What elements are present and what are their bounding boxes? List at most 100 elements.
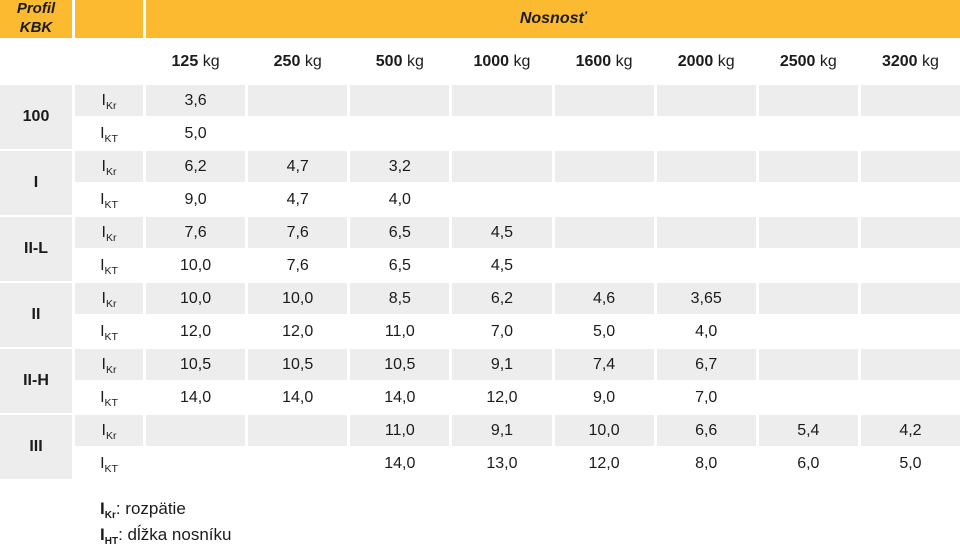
span-value-cell: 4,6 [554, 283, 654, 314]
span-value-cell: 3,65 [656, 283, 756, 314]
row-label-symbol: I [100, 322, 105, 340]
span-row-label: IKr [75, 217, 143, 248]
span-value-cell [554, 85, 654, 116]
beam-length-value-cell: 4,0 [350, 184, 450, 215]
row-label-symbol: I [100, 190, 105, 208]
capacity-value-label: 125 [171, 52, 199, 70]
span-value-cell [656, 85, 756, 116]
span-value-cell: 7,6 [146, 217, 246, 248]
legend-kr-line: IKr: rozpätie [100, 496, 960, 522]
row-label-subscript: Kr [105, 99, 117, 112]
span-row-label: IKr [75, 151, 143, 182]
beam-length-row-label: IKT [75, 118, 143, 149]
beam-length-value-cell [350, 118, 450, 149]
beam-length-value-cell [758, 184, 858, 215]
beam-length-value-cell [248, 448, 348, 479]
capacity-column-header: 250 kg [248, 40, 348, 83]
span-value-cell: 8,5 [350, 283, 450, 314]
span-value-cell: 4,2 [860, 415, 960, 446]
profile-row-kt: IKT 12,0 12,0 11,0 7,0 5,0 4,0 [0, 316, 960, 347]
beam-length-value-cell [860, 316, 960, 347]
beam-length-value-cell: 6,5 [350, 250, 450, 281]
row-label-subscript: Kr [105, 231, 117, 244]
table-body: 100 IKr 3,6 IKT 5,0 I IKr 6,2 4,7 3,2 IKT 9,0 4,7 4,0… [0, 85, 960, 479]
span-value-cell [656, 217, 756, 248]
beam-length-value-cell: 6,0 [758, 448, 858, 479]
beam-length-value-cell: 9,0 [554, 382, 654, 413]
beam-length-value-cell: 8,0 [656, 448, 756, 479]
beam-length-value-cell [452, 184, 552, 215]
beam-length-value-cell: 4,7 [248, 184, 348, 215]
profile-cell: II-L [0, 217, 72, 281]
row-label-symbol: I [100, 124, 105, 142]
span-value-cell: 10,5 [350, 349, 450, 380]
beam-length-value-cell: 5,0 [860, 448, 960, 479]
span-value-cell [146, 415, 246, 446]
row-label-header-spacer [75, 0, 143, 38]
row-label-subscript: Kr [105, 363, 117, 376]
beam-length-value-cell: 4,0 [656, 316, 756, 347]
beam-length-value-cell: 5,0 [146, 118, 246, 149]
span-value-cell: 7,4 [554, 349, 654, 380]
row-label-symbol: I [100, 454, 105, 472]
span-value-cell: 10,0 [248, 283, 348, 314]
span-value-cell: 10,5 [146, 349, 246, 380]
span-value-cell: 4,7 [248, 151, 348, 182]
span-value-cell [758, 217, 858, 248]
beam-length-value-cell: 7,0 [452, 316, 552, 347]
capacity-column-header: 2000 kg [656, 40, 756, 83]
profile-row-kt: IKT 14,0 13,0 12,0 8,0 6,0 5,0 [0, 448, 960, 479]
beam-length-value-cell: 12,0 [248, 316, 348, 347]
span-value-cell [758, 151, 858, 182]
span-value-cell: 3,2 [350, 151, 450, 182]
beam-length-value-cell: 11,0 [350, 316, 450, 347]
beam-length-value-cell [758, 118, 858, 149]
profile-cell: 100 [0, 85, 72, 149]
beam-length-row-label: IKT [75, 316, 143, 347]
capacity-unit-label: kg [717, 52, 735, 70]
span-value-cell [758, 283, 858, 314]
profile-cell: II-H [0, 349, 72, 413]
span-value-cell [554, 217, 654, 248]
beam-length-value-cell: 7,0 [656, 382, 756, 413]
span-value-cell: 9,1 [452, 415, 552, 446]
capacity-value-label: 2000 [677, 52, 714, 70]
row-label-subscript: KT [104, 198, 118, 211]
capacity-column-header: 1600 kg [554, 40, 654, 83]
span-value-cell [554, 151, 654, 182]
span-value-cell [758, 85, 858, 116]
profile-cell: III [0, 415, 72, 479]
span-value-cell: 6,5 [350, 217, 450, 248]
legend-ht-symbol: I [100, 525, 105, 544]
span-value-cell: 10,0 [146, 283, 246, 314]
beam-length-row-label: IKT [75, 382, 143, 413]
capacity-unit-label: kg [202, 52, 220, 70]
capacity-unit-label: kg [922, 52, 939, 70]
span-value-cell: 10,5 [248, 349, 348, 380]
profile-header-line1: Profil [16, 0, 56, 18]
beam-length-value-cell [860, 250, 960, 281]
empty-cell [0, 40, 72, 83]
load-capacity-table: Profil KBK Nosnosť 125 kg 250 kg 500 kg 100… [0, 0, 960, 479]
row-label-subscript: KT [104, 330, 118, 343]
beam-length-value-cell [758, 382, 858, 413]
load-capacity-table-container: Profil KBK Nosnosť 125 kg 250 kg 500 kg 100… [0, 0, 960, 479]
capacity-unit-label: kg [615, 52, 633, 70]
legend-ht-text: : dĺžka nosníku [118, 525, 232, 544]
beam-length-value-cell: 14,0 [146, 382, 246, 413]
span-row-label: IKr [75, 349, 143, 380]
row-label-subscript: KT [104, 396, 118, 409]
beam-length-value-cell [656, 118, 756, 149]
row-label-symbol: I [100, 256, 105, 274]
span-value-cell [452, 85, 552, 116]
beam-length-value-cell: 12,0 [554, 448, 654, 479]
beam-length-value-cell [656, 250, 756, 281]
profile-row-kr: I IKr 6,2 4,7 3,2 [0, 151, 960, 215]
beam-length-row-label: IKT [75, 448, 143, 479]
legend-kr-symbol: I [100, 499, 105, 518]
beam-length-value-cell [860, 118, 960, 149]
capacity-column-header: 3200 kg [860, 40, 960, 83]
span-value-cell [248, 415, 348, 446]
span-value-cell: 6,6 [656, 415, 756, 446]
beam-length-value-cell: 10,0 [146, 250, 246, 281]
